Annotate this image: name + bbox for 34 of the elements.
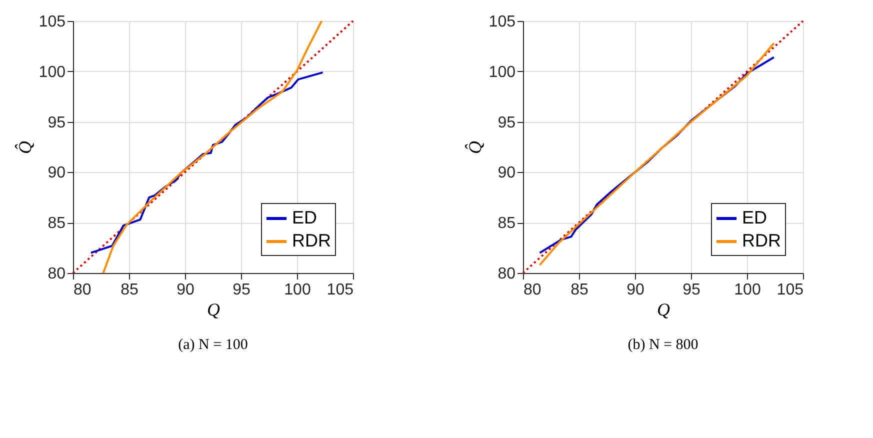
x-tick-label: 95 — [232, 282, 250, 298]
y-tick-label: 85 — [48, 215, 66, 232]
y-tick-label: 90 — [498, 164, 516, 182]
y-axis-title: Q̂ — [464, 141, 485, 154]
legend-label: RDR — [292, 230, 331, 250]
legend-label: ED — [742, 208, 768, 228]
y-tick-label: 95 — [48, 114, 66, 132]
legend-label: ED — [292, 208, 318, 228]
y-tick-label: 100 — [488, 64, 516, 81]
x-axis-title: Q — [207, 300, 220, 320]
y-tick-label: 100 — [38, 64, 66, 81]
x-tick-label: 80 — [524, 282, 542, 298]
y-tick-label: 95 — [498, 114, 516, 132]
x-tick-label: 95 — [682, 282, 700, 298]
y-tick-label: 105 — [488, 14, 516, 30]
text: (a) N = 100 — [178, 337, 248, 353]
x-tick-label: 90 — [176, 282, 194, 298]
y-tick-label: 85 — [498, 215, 516, 232]
y-tick-label: 80 — [498, 266, 516, 282]
x-tick-label: 105 — [776, 282, 804, 298]
y-tick-label: 80 — [48, 266, 66, 282]
y-tick-label: 105 — [38, 14, 66, 30]
x-tick-label: 85 — [120, 282, 138, 298]
y-axis-title: Q̂ — [14, 141, 35, 154]
x-tick-label: 100 — [284, 282, 311, 298]
y-tick-label: 90 — [48, 164, 66, 182]
x-tick-label: 80 — [74, 282, 92, 298]
text: (b) N = 800 — [628, 337, 698, 353]
x-tick-label: 85 — [570, 282, 588, 298]
x-tick-label: 90 — [626, 282, 644, 298]
x-axis-title: Q — [657, 300, 670, 320]
x-tick-label: 105 — [326, 282, 354, 298]
legend-label: RDR — [742, 230, 781, 250]
x-tick-label: 100 — [734, 282, 761, 298]
